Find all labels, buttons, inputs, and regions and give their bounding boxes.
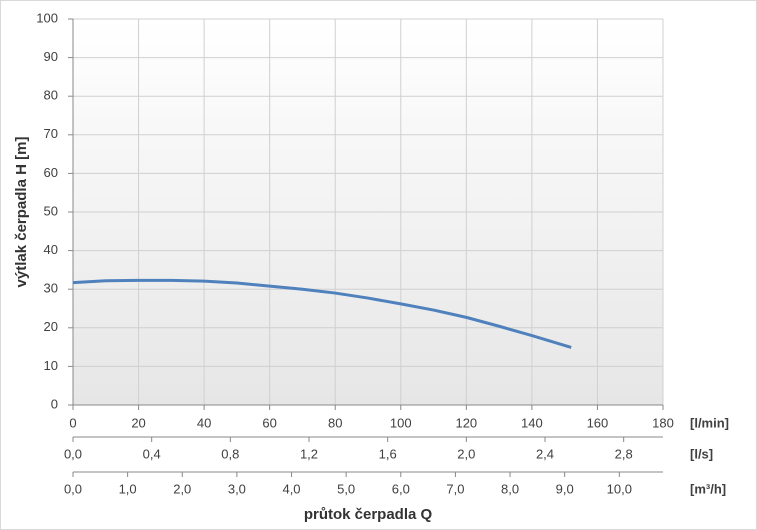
x-tick-label: 1,2 [300, 446, 318, 461]
x-tick-label: 5,0 [337, 481, 355, 496]
x-tick-label: 160 [587, 415, 609, 430]
y-tick-label: 10 [44, 358, 58, 373]
x-tick-label: 10,0 [607, 481, 632, 496]
y-tick-label: 20 [44, 319, 58, 334]
x-tick-label: 120 [455, 415, 477, 430]
series-line [72, 278, 572, 349]
y-tick-label: 40 [44, 242, 58, 257]
x-axis-title: průtok čerpadla Q [304, 506, 433, 523]
y-tick-label: 60 [44, 165, 58, 180]
x-tick-label: 6,0 [392, 481, 410, 496]
x-tick-label: 1,0 [119, 481, 137, 496]
x-tick-label: 0,0 [64, 446, 82, 461]
x-tick-label: 1,6 [379, 446, 397, 461]
y-tick-label: 90 [44, 49, 58, 64]
x-unit: [l/s] [690, 446, 713, 461]
x-tick-label: 2,4 [536, 446, 554, 461]
y-tick-label: 100 [36, 10, 58, 25]
x-tick-label: 100 [390, 415, 412, 430]
x-tick-label: 0 [69, 415, 76, 430]
x-tick-label: 0,4 [143, 446, 161, 461]
x-unit: [m³/h] [690, 481, 726, 496]
y-tick-label: 70 [44, 126, 58, 141]
x-tick-label: 7,0 [446, 481, 464, 496]
y-axis-title: výtlak čerpadla H [m] [13, 137, 30, 288]
x-tick-label: 3,0 [228, 481, 246, 496]
x-tick-label: 0,8 [221, 446, 239, 461]
x-tick-label: 80 [328, 415, 342, 430]
x-tick-label: 8,0 [501, 481, 519, 496]
x-tick-label: 0,0 [64, 481, 82, 496]
x-tick-label: 9,0 [556, 481, 574, 496]
x-tick-label: 4,0 [282, 481, 300, 496]
x-tick-label: 2,0 [173, 481, 191, 496]
y-tick-label: 0 [51, 396, 58, 411]
x-tick-label: 140 [521, 415, 543, 430]
x-tick-label: 40 [197, 415, 211, 430]
x-unit: [l/min] [690, 415, 729, 430]
x-tick-label: 2,8 [615, 446, 633, 461]
x-tick-label: 180 [652, 415, 674, 430]
x-tick-label: 20 [131, 415, 145, 430]
y-tick-label: 30 [44, 281, 58, 296]
y-tick-label: 50 [44, 203, 58, 218]
x-tick-label: 60 [262, 415, 276, 430]
y-tick-label: 80 [44, 88, 58, 103]
x-tick-label: 2,0 [457, 446, 475, 461]
